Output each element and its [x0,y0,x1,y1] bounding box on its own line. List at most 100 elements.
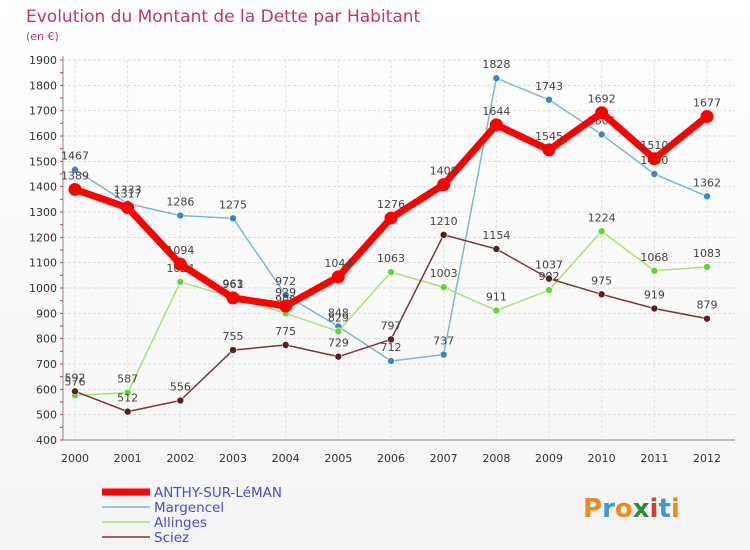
data-label: 1467 [61,150,89,163]
logo-text: Proxiti [583,494,680,524]
y-tick-label: 1100 [29,257,57,270]
data-point [334,327,343,336]
logo-letter: o [615,494,633,524]
data-point [229,214,237,223]
axes [60,56,735,441]
data-label: 1063 [377,252,405,265]
data-label: 1286 [166,196,194,209]
data-point [176,211,185,220]
data-label: 556 [170,380,191,393]
x-tick-label: 2007 [430,452,458,465]
data-point [279,299,293,313]
y-tick-label: 700 [36,358,57,371]
data-point [71,387,79,396]
data-point [703,192,711,201]
data-point [281,291,290,299]
data-point [492,245,501,253]
y-tick-label: 1600 [29,130,57,143]
data-label: 1677 [693,96,721,109]
legend-label: Sciez [154,530,189,546]
data-label: 975 [591,274,612,287]
data-point [384,211,398,225]
data-point [545,95,553,104]
data-label: 1083 [693,247,721,260]
data-label: 592 [65,371,86,384]
legend-item: Allinges [102,515,207,531]
data-point [331,270,345,284]
x-tick-label: 2001 [114,452,142,465]
legend-item: Margencel [102,500,224,516]
data-label: 1333 [114,184,142,197]
data-point [71,165,79,174]
grid [63,59,735,441]
data-label: 1408 [430,165,458,178]
logo-letter: r [602,494,615,524]
data-point [703,263,711,271]
data-point [387,357,395,365]
data-point [650,266,659,275]
data-label: 879 [697,299,718,312]
x-tick-label: 2009 [535,452,563,465]
x-tick-label: 2006 [377,452,405,465]
x-tick-label: 2011 [640,452,668,465]
data-label: 1210 [430,215,458,228]
data-label: 1389 [61,169,89,182]
legend-label: ANTHY-SUR-LéMAN [154,485,282,501]
data-point [173,257,187,271]
x-tick-label: 2012 [693,452,721,465]
y-tick-label: 1400 [29,181,57,194]
series-anthy-sur-l-man: 1389 1317 1094 961 929 1044 1276 1408 1644 1545 16… [61,93,721,313]
data-point [597,290,606,299]
data-label: 1545 [535,130,563,143]
data-point [281,341,290,349]
data-point [492,74,501,83]
data-label: 512 [117,392,138,405]
data-label: 1743 [535,80,563,93]
data-point [595,106,609,120]
y-tick-label: 800 [36,333,57,346]
data-label: 1154 [482,229,510,242]
y-tick-label: 1000 [29,282,57,295]
data-point [176,396,185,405]
x-tick-label: 2010 [588,452,616,465]
y-tick-label: 1700 [29,105,57,118]
logo-letter: i [650,494,659,524]
data-label: 972 [275,275,296,288]
data-label: 911 [486,291,507,304]
x-tick-label: 2008 [482,452,510,465]
y-tick-label: 600 [36,383,57,396]
data-label: 729 [328,337,349,350]
data-point [650,304,659,313]
data-point [542,143,556,157]
data-label: 1224 [588,211,616,224]
data-label: 755 [223,330,244,343]
legend-item: ANTHY-SUR-LéMAN [102,485,282,501]
data-label: 1044 [324,257,352,270]
y-tick-label: 900 [36,307,57,320]
data-point [334,352,343,361]
data-point [68,182,82,196]
data-label: 737 [433,335,454,348]
series-sciez: 592 512 556 755 775 729 797 1210 1154 1037 975 919 8… [65,215,718,416]
x-tick-label: 2005 [324,452,352,465]
data-point [121,201,135,215]
data-point [545,286,553,294]
data-label: 963 [223,277,244,290]
data-point [226,291,240,305]
y-tick-label: 400 [36,434,57,447]
data-point [123,388,132,397]
data-label: 1068 [640,251,668,264]
y-tick-label: 1900 [29,54,57,67]
y-tick-label: 1300 [29,206,57,219]
data-point [437,178,451,192]
data-label: 1276 [377,198,405,211]
data-label: 1094 [166,244,194,257]
data-point [703,314,711,323]
data-label: 919 [644,289,665,302]
data-label: 848 [328,307,349,320]
legend-item: Sciez [102,530,189,546]
data-point [229,346,237,354]
data-label: 829 [328,311,349,324]
